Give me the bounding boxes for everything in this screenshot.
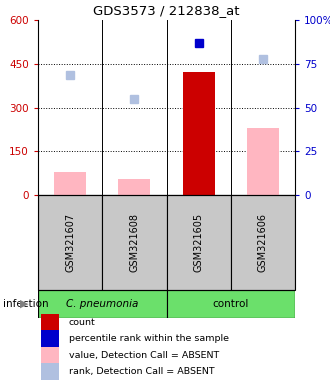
Bar bbox=[38, 195, 102, 290]
Bar bbox=[102, 195, 167, 290]
Bar bbox=[247, 128, 279, 195]
Bar bbox=[167, 195, 231, 290]
Text: ▶: ▶ bbox=[20, 299, 28, 309]
Bar bbox=[54, 172, 86, 195]
Bar bbox=[118, 179, 150, 195]
Text: rank, Detection Call = ABSENT: rank, Detection Call = ABSENT bbox=[69, 367, 215, 376]
Bar bbox=[41, 330, 58, 347]
Bar bbox=[41, 314, 58, 330]
Text: count: count bbox=[69, 318, 96, 327]
Bar bbox=[41, 363, 58, 380]
Bar bbox=[167, 290, 295, 318]
Text: GSM321607: GSM321607 bbox=[65, 213, 75, 272]
Bar bbox=[182, 73, 215, 195]
Text: infection: infection bbox=[3, 299, 49, 309]
Bar bbox=[38, 290, 167, 318]
Text: percentile rank within the sample: percentile rank within the sample bbox=[69, 334, 229, 343]
Text: GSM321606: GSM321606 bbox=[258, 213, 268, 272]
Text: control: control bbox=[213, 299, 249, 309]
Text: GSM321608: GSM321608 bbox=[129, 213, 139, 272]
Title: GDS3573 / 212838_at: GDS3573 / 212838_at bbox=[93, 5, 240, 17]
Bar bbox=[231, 195, 295, 290]
Bar bbox=[41, 347, 58, 363]
Text: GSM321605: GSM321605 bbox=[194, 213, 204, 272]
Text: C. pneumonia: C. pneumonia bbox=[66, 299, 139, 309]
Text: value, Detection Call = ABSENT: value, Detection Call = ABSENT bbox=[69, 351, 219, 360]
